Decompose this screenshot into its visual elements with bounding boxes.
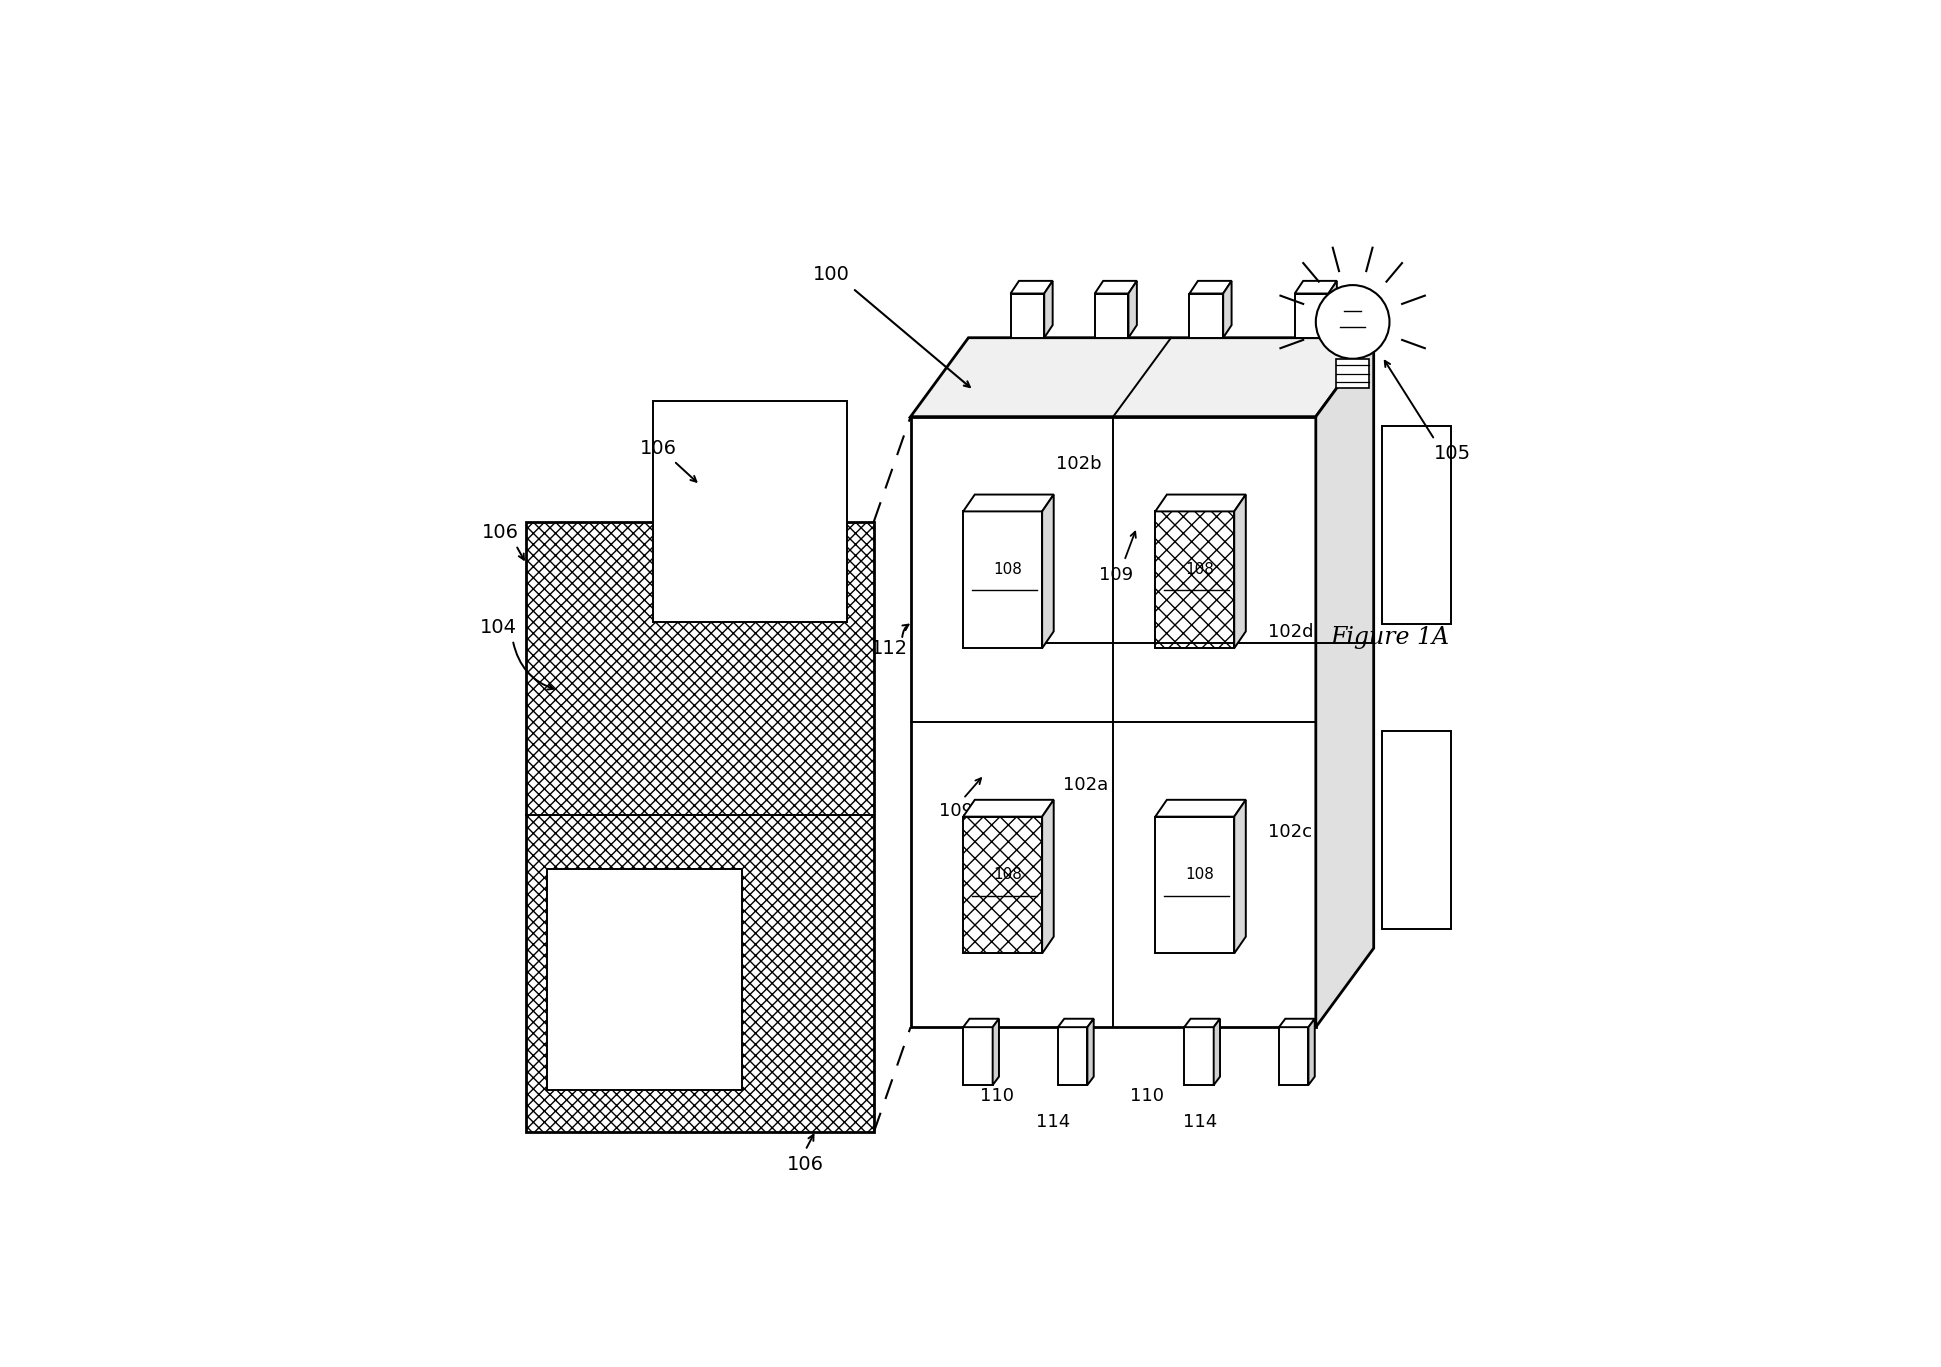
Polygon shape	[963, 1018, 1000, 1027]
Text: 110: 110	[1130, 1087, 1165, 1105]
Text: 105: 105	[1434, 444, 1471, 463]
Text: 102c: 102c	[1267, 823, 1312, 842]
Polygon shape	[1058, 1018, 1093, 1027]
Bar	[963, 1027, 992, 1085]
Text: 106: 106	[481, 524, 518, 541]
Polygon shape	[963, 495, 1054, 511]
Bar	[1295, 294, 1328, 338]
Bar	[1335, 358, 1368, 388]
Text: Figure 1A: Figure 1A	[1330, 626, 1450, 649]
Bar	[526, 522, 873, 1132]
Text: 112: 112	[872, 638, 908, 658]
Text: 110: 110	[980, 1087, 1013, 1105]
Bar	[963, 511, 1042, 648]
Polygon shape	[1155, 495, 1246, 511]
Bar	[652, 401, 848, 622]
Bar	[1279, 1027, 1308, 1085]
Bar	[910, 417, 1316, 1027]
Polygon shape	[1308, 1018, 1314, 1085]
Bar	[1058, 1027, 1087, 1085]
Polygon shape	[992, 1018, 1000, 1085]
Polygon shape	[1279, 1018, 1314, 1027]
Bar	[1190, 294, 1223, 338]
Polygon shape	[963, 800, 1054, 816]
Polygon shape	[1184, 1018, 1221, 1027]
Polygon shape	[1316, 338, 1374, 1027]
Text: 108: 108	[994, 867, 1023, 882]
Polygon shape	[1155, 800, 1246, 816]
Bar	[1095, 294, 1128, 338]
Text: 114: 114	[1036, 1113, 1069, 1131]
Circle shape	[1316, 286, 1390, 358]
Bar	[1155, 816, 1234, 954]
Text: 104: 104	[479, 618, 516, 637]
Polygon shape	[1328, 280, 1337, 338]
Text: 109: 109	[939, 802, 972, 820]
Polygon shape	[1042, 800, 1054, 954]
Text: 109: 109	[1099, 566, 1134, 584]
Polygon shape	[1234, 495, 1246, 648]
Bar	[1011, 294, 1044, 338]
Text: 108: 108	[1186, 867, 1215, 882]
Bar	[1184, 1027, 1213, 1085]
Text: 102b: 102b	[1056, 455, 1101, 473]
Text: 100: 100	[813, 265, 850, 284]
Text: 114: 114	[1182, 1113, 1217, 1131]
Text: 108: 108	[1186, 562, 1215, 577]
Text: 106: 106	[786, 1155, 823, 1173]
Text: 102a: 102a	[1064, 776, 1108, 794]
Polygon shape	[1213, 1018, 1221, 1085]
Bar	[1382, 427, 1450, 623]
Polygon shape	[1128, 280, 1137, 338]
Polygon shape	[1087, 1018, 1093, 1085]
Polygon shape	[1011, 280, 1052, 294]
Polygon shape	[910, 338, 1374, 417]
Text: 102d: 102d	[1267, 623, 1314, 641]
Bar	[963, 816, 1042, 954]
Polygon shape	[1295, 280, 1337, 294]
Text: 108: 108	[994, 562, 1023, 577]
Polygon shape	[1042, 495, 1054, 648]
Bar	[547, 869, 741, 1091]
Text: 106: 106	[639, 439, 675, 458]
Polygon shape	[1044, 280, 1052, 338]
Polygon shape	[1095, 280, 1137, 294]
Polygon shape	[1234, 800, 1246, 954]
Bar	[1382, 731, 1450, 930]
Bar	[1155, 511, 1234, 648]
Polygon shape	[1223, 280, 1233, 338]
Polygon shape	[1190, 280, 1233, 294]
